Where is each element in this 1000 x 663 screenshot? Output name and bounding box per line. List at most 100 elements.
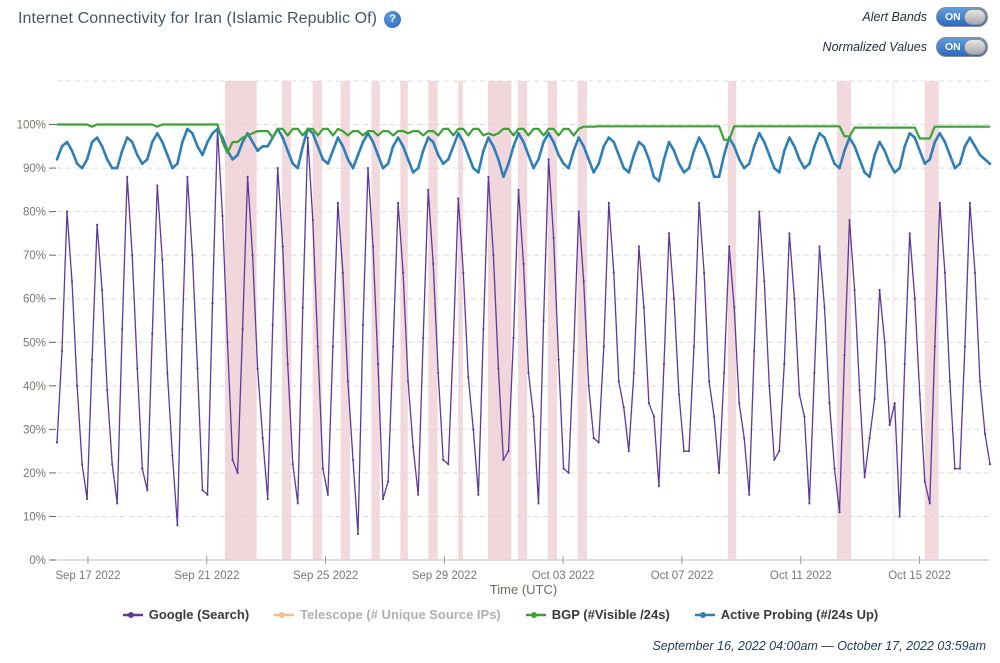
data-point (181, 140, 184, 144)
data-point (357, 130, 359, 132)
legend-marker-active-probing (694, 611, 715, 618)
data-point (457, 197, 460, 200)
data-point (106, 123, 109, 126)
data-point (622, 406, 625, 409)
data-point (371, 140, 375, 144)
data-point (943, 271, 947, 274)
data-point (55, 158, 59, 161)
legend-label-google: Google (Search) (148, 607, 250, 622)
data-point (436, 153, 440, 157)
legend-item-telescope[interactable]: Telescope (# Unique Source IPs) (273, 607, 501, 622)
y-tick-label: 0% (29, 555, 46, 567)
data-point (281, 245, 284, 248)
data-point (547, 158, 550, 161)
data-point (442, 458, 445, 461)
data-point (552, 140, 555, 144)
connectivity-time-series-chart[interactable]: 0% 10% 20% 30% 40% 50% 60% 70% 80% 90% 100% Sep 17 … (0, 70, 1000, 603)
data-point (176, 162, 179, 165)
data-point (397, 201, 400, 204)
data-point (301, 306, 304, 309)
data-point (532, 166, 535, 170)
data-point (708, 380, 711, 383)
data-point (492, 254, 495, 257)
legend-label-bgp: BGP (#Visible /24s) (551, 607, 670, 622)
data-point (332, 134, 334, 137)
data-point (773, 458, 776, 461)
data-point (793, 145, 796, 148)
data-point (136, 153, 139, 157)
legend-item-bgp[interactable]: BGP (#Visible /24s) (525, 607, 670, 622)
data-point (747, 162, 751, 165)
data-point (296, 502, 299, 505)
data-point (80, 166, 84, 170)
data-point (697, 136, 701, 139)
data-point (321, 467, 324, 470)
legend-item-active-probing[interactable]: Active Probing (#/24s Up) (694, 607, 878, 622)
series-google[interactable] (55, 127, 992, 535)
legend-item-google[interactable]: Google (Search) (122, 607, 249, 622)
data-point (908, 126, 911, 129)
data-point (507, 162, 510, 165)
series-bgp[interactable] (56, 123, 990, 154)
data-point (557, 153, 560, 157)
data-point (878, 140, 881, 144)
data-point (462, 140, 465, 144)
data-point (211, 132, 214, 135)
x-tick-label: Oct 11 2022 (770, 570, 832, 582)
normalized-values-toggle[interactable]: ON (936, 37, 988, 57)
alert-band (924, 81, 939, 560)
data-point (637, 245, 641, 248)
data-point (893, 171, 896, 174)
data-point (106, 389, 109, 392)
data-point (968, 136, 972, 139)
data-point (126, 175, 129, 178)
data-point (151, 332, 154, 335)
data-point (95, 136, 99, 139)
data-point (507, 450, 510, 453)
alert-band (517, 81, 528, 560)
data-point (632, 371, 636, 374)
data-point (572, 349, 575, 353)
series-active-probing[interactable] (55, 127, 992, 183)
data-point (522, 140, 525, 144)
data-point (833, 467, 836, 470)
legend-marker-google (122, 611, 143, 618)
data-point (371, 245, 375, 248)
data-point (171, 454, 174, 457)
data-point (742, 166, 746, 170)
data-point (266, 497, 269, 501)
data-point (452, 341, 455, 344)
data-point (587, 384, 590, 387)
data-point (462, 271, 465, 274)
alert-bands-toggle-label: Alert Bands (862, 10, 927, 24)
data-point (933, 140, 937, 144)
y-tick-label: 20% (23, 468, 46, 480)
data-point (713, 415, 716, 418)
data-point (667, 140, 671, 144)
data-point (331, 149, 335, 152)
help-icon[interactable]: ? (384, 10, 402, 28)
data-point (116, 502, 119, 505)
data-point (612, 271, 615, 274)
data-point (592, 171, 595, 174)
data-point (146, 158, 149, 161)
data-point (432, 262, 435, 265)
data-point (733, 306, 736, 309)
data-point (231, 141, 234, 143)
data-point (758, 210, 761, 213)
data-point (672, 297, 676, 300)
data-point (592, 437, 595, 440)
data-point (251, 140, 254, 144)
data-point (783, 362, 786, 366)
data-point (687, 166, 691, 170)
data-point (662, 362, 666, 366)
data-point (833, 162, 836, 165)
data-point (658, 125, 660, 128)
data-point (818, 132, 821, 135)
data-point (933, 125, 936, 128)
data-point (753, 349, 756, 353)
alert-bands-toggle[interactable]: ON (936, 7, 988, 27)
data-point (547, 132, 550, 135)
data-point (858, 126, 861, 129)
data-point (356, 153, 360, 157)
